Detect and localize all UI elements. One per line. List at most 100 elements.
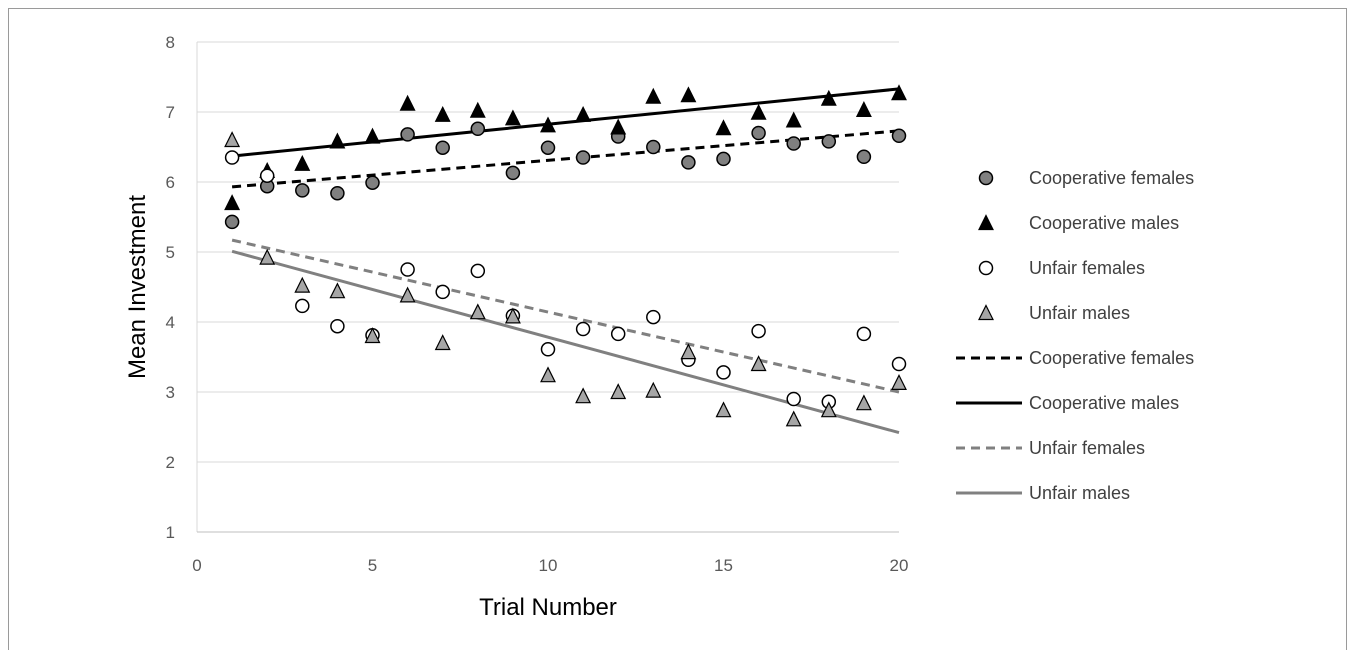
- data-point-triangle: [540, 116, 556, 133]
- data-point-circle: [540, 140, 556, 155]
- y-tick-label: 3: [166, 383, 175, 402]
- data-point-circle: [295, 298, 310, 314]
- y-tick-label: 6: [166, 173, 175, 192]
- data-point-circle: [716, 151, 731, 167]
- legend-label: Cooperative females: [1029, 348, 1194, 368]
- data-point-triangle: [259, 248, 276, 265]
- y-tick-label: 2: [166, 453, 175, 472]
- data-point-triangle: [434, 334, 451, 351]
- data-point-triangle: [399, 286, 416, 303]
- x-tick-label: 5: [368, 556, 377, 575]
- data-point-triangle: [855, 394, 872, 411]
- gridlines: [197, 41, 899, 463]
- x-tick-label: 0: [192, 556, 201, 575]
- y-tick-label: 7: [166, 103, 175, 122]
- legend-label: Cooperative males: [1029, 393, 1179, 413]
- data-point-triangle: [294, 154, 311, 171]
- data-point-triangle: [715, 119, 732, 136]
- data-point-triangle: [855, 101, 872, 118]
- data-point-triangle: [820, 89, 837, 106]
- data-point-triangle: [224, 131, 241, 148]
- data-point-triangle: [329, 282, 346, 299]
- data-point-circle: [435, 284, 450, 300]
- data-point-circle: [295, 183, 310, 198]
- data-point-triangle: [434, 105, 451, 122]
- data-point-circle: [400, 127, 415, 142]
- data-point-circle: [575, 150, 591, 165]
- data-point-circle: [786, 391, 801, 407]
- data-point-triangle: [575, 387, 592, 404]
- data-point-circle: [646, 139, 661, 155]
- legend-label: Unfair females: [1029, 258, 1145, 278]
- data-point-triangle: [540, 366, 556, 383]
- data-point-circle: [751, 125, 766, 141]
- data-point-triangle: [504, 109, 521, 126]
- data-point-triangle: [715, 401, 732, 418]
- data-point-triangle: [750, 103, 767, 120]
- y-tick-label: 8: [166, 33, 175, 52]
- data-point-circle: [224, 150, 240, 165]
- data-point-circle: [470, 263, 486, 279]
- data-point-triangle: [364, 327, 381, 344]
- data-point-circle: [786, 136, 801, 151]
- data-point-triangle: [575, 105, 592, 122]
- data-point-triangle: [364, 127, 381, 144]
- data-point-circle: [716, 365, 731, 380]
- data-point-triangle: [680, 343, 697, 360]
- data-point-circle: [856, 326, 872, 342]
- data-point-circle: [259, 168, 275, 183]
- data-point-triangle: [891, 84, 907, 101]
- y-tick-label: 5: [166, 243, 175, 262]
- data-point-circle: [978, 170, 994, 186]
- data-point-circle: [891, 356, 907, 372]
- y-tick-label: 4: [166, 313, 175, 332]
- data-point-circle: [646, 309, 661, 325]
- legend-label: Cooperative females: [1029, 168, 1194, 188]
- data-point-circle: [891, 128, 907, 144]
- data-point-circle: [365, 175, 380, 190]
- data-point-circle: [821, 134, 837, 149]
- chart-frame: [8, 8, 1347, 650]
- data-points: [224, 84, 907, 427]
- data-point-circle: [435, 140, 450, 155]
- data-point-triangle: [645, 87, 662, 104]
- x-tick-label: 15: [714, 556, 733, 575]
- data-point-circle: [400, 262, 415, 277]
- data-point-triangle: [469, 101, 486, 118]
- data-point-circle: [856, 149, 872, 165]
- axes: 1 2 3 4 5 6 7 8 0 5 10 15 20: [166, 33, 909, 575]
- y-tick-label: 1: [166, 523, 175, 542]
- data-point-triangle: [785, 111, 802, 128]
- data-point-triangle: [785, 410, 802, 427]
- data-point-triangle: [610, 383, 627, 400]
- data-point-triangle: [224, 194, 241, 211]
- data-point-triangle: [750, 355, 767, 372]
- data-point-triangle: [610, 118, 627, 135]
- data-point-circle: [610, 326, 626, 342]
- legend-label: Unfair males: [1029, 303, 1130, 323]
- data-point-triangle: [978, 214, 994, 231]
- data-point-triangle: [820, 401, 837, 418]
- data-point-circle: [505, 165, 521, 181]
- data-point-triangle: [329, 132, 346, 149]
- data-point-circle: [681, 155, 696, 170]
- legend: Cooperative females Cooperative males Unfa…: [956, 168, 1194, 503]
- trendline: [231, 249, 900, 435]
- data-point-triangle: [978, 304, 994, 321]
- legend-label: Unfair males: [1029, 483, 1130, 503]
- data-point-circle: [470, 121, 486, 137]
- data-point-triangle: [469, 303, 486, 320]
- data-point-triangle: [680, 86, 697, 103]
- data-point-circle: [330, 185, 345, 201]
- data-point-circle: [224, 214, 240, 230]
- trendline: [231, 238, 900, 394]
- data-point-triangle: [645, 381, 662, 398]
- data-point-circle: [330, 318, 345, 334]
- data-point-triangle: [891, 374, 907, 390]
- data-point-circle: [540, 342, 556, 357]
- x-axis-title: Trial Number: [479, 594, 617, 621]
- y-axis-title: Mean Investment: [124, 195, 151, 379]
- legend-label: Cooperative males: [1029, 213, 1179, 233]
- data-point-circle: [751, 323, 766, 339]
